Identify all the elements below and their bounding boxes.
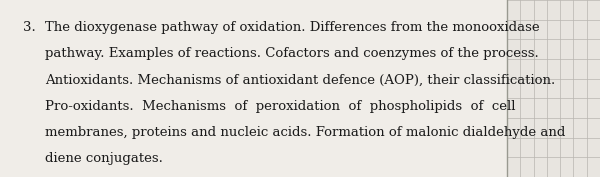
Text: The dioxygenase pathway of oxidation. Differences from the monooxidase: The dioxygenase pathway of oxidation. Di…: [45, 21, 539, 34]
Text: diene conjugates.: diene conjugates.: [45, 152, 163, 165]
Text: pathway. Examples of reactions. Cofactors and coenzymes of the process.: pathway. Examples of reactions. Cofactor…: [45, 47, 539, 60]
Text: Pro-oxidants.  Mechanisms  of  peroxidation  of  phospholipids  of  cell: Pro-oxidants. Mechanisms of peroxidation…: [45, 100, 515, 113]
Bar: [507, 0, 600, 177]
Text: Antioxidants. Mechanisms of antioxidant defence (AOP), their classification.: Antioxidants. Mechanisms of antioxidant …: [45, 74, 555, 87]
Text: membranes, proteins and nucleic acids. Formation of malonic dialdehyde and: membranes, proteins and nucleic acids. F…: [45, 126, 565, 139]
Text: 3.: 3.: [23, 21, 35, 34]
